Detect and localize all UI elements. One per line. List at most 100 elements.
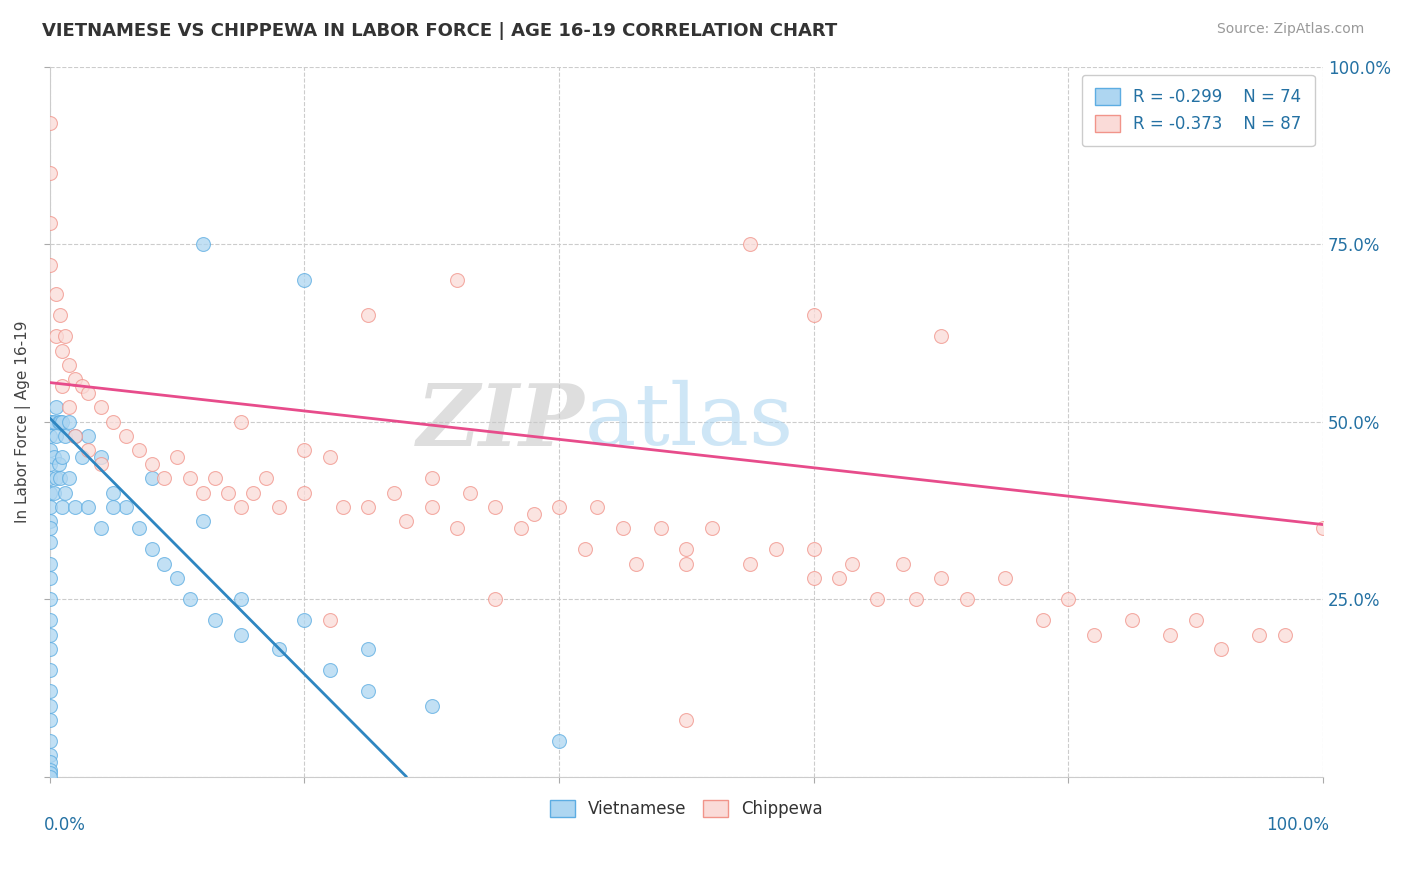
Y-axis label: In Labor Force | Age 16-19: In Labor Force | Age 16-19 (15, 320, 31, 523)
Point (63, 429, 86, 443)
Point (675, 542, 697, 557)
Text: ZIP: ZIP (416, 380, 585, 463)
Point (38, 500, 60, 514)
Point (128, 521, 150, 535)
Point (357, 684, 380, 698)
Point (1032, 614, 1054, 628)
Point (141, 457, 163, 471)
Point (45, 429, 67, 443)
Point (484, 500, 506, 514)
Point (955, 592, 977, 607)
Point (803, 571, 825, 585)
Point (45, 401, 67, 415)
Point (38, 116, 60, 130)
Point (70, 450, 93, 464)
Point (51, 415, 73, 429)
Point (38, 641, 60, 656)
Point (740, 557, 762, 571)
Point (675, 713, 697, 727)
Point (166, 571, 188, 585)
Point (141, 471, 163, 485)
Point (420, 698, 443, 713)
Point (267, 641, 290, 656)
Point (38, 429, 60, 443)
Point (229, 500, 252, 514)
Point (90, 450, 112, 464)
Point (90, 457, 112, 471)
Point (1312, 521, 1334, 535)
Point (115, 500, 138, 514)
Point (58, 358, 80, 372)
Point (38, 521, 60, 535)
Point (1083, 627, 1105, 641)
Point (357, 500, 380, 514)
Text: 0.0%: 0.0% (44, 815, 86, 834)
Point (141, 542, 163, 557)
Point (803, 308, 825, 322)
Point (38, 471, 60, 485)
Text: Source: ZipAtlas.com: Source: ZipAtlas.com (1216, 22, 1364, 37)
Point (204, 471, 226, 485)
Point (77, 386, 100, 401)
Point (42, 450, 65, 464)
Point (1211, 641, 1233, 656)
Point (153, 471, 176, 485)
Point (49, 471, 72, 485)
Point (191, 514, 214, 528)
Point (77, 442, 100, 457)
Point (395, 514, 418, 528)
Point (53, 329, 76, 343)
Point (319, 663, 342, 677)
Point (612, 521, 634, 535)
Point (740, 237, 762, 252)
Point (38, 756, 60, 770)
Point (49, 308, 72, 322)
Point (294, 442, 316, 457)
Text: VIETNAMESE VS CHIPPEWA IN LABOR FORCE | AGE 16-19 CORRELATION CHART: VIETNAMESE VS CHIPPEWA IN LABOR FORCE | … (42, 22, 838, 40)
Point (191, 485, 214, 500)
Point (45, 471, 67, 485)
Point (48, 415, 70, 429)
Point (38, 166, 60, 180)
Point (929, 571, 952, 585)
Point (42, 485, 65, 500)
Point (446, 521, 468, 535)
Point (49, 415, 72, 429)
Point (103, 500, 125, 514)
Point (38, 663, 60, 677)
Point (38, 485, 60, 500)
Point (179, 592, 201, 607)
Point (229, 415, 252, 429)
Point (319, 614, 342, 628)
Point (48, 457, 70, 471)
Point (90, 401, 112, 415)
Point (586, 500, 609, 514)
Point (38, 684, 60, 698)
Point (38, 770, 60, 784)
Point (242, 485, 264, 500)
Point (51, 379, 73, 393)
Point (1121, 614, 1143, 628)
Point (38, 415, 60, 429)
Point (166, 450, 188, 464)
Point (38, 748, 60, 763)
Point (38, 713, 60, 727)
Point (38, 592, 60, 607)
Point (38, 557, 60, 571)
Point (38, 535, 60, 549)
Point (58, 415, 80, 429)
Point (38, 627, 60, 641)
Point (58, 471, 80, 485)
Point (675, 557, 697, 571)
Point (42, 415, 65, 429)
Point (1184, 614, 1206, 628)
Point (229, 592, 252, 607)
Point (38, 514, 60, 528)
Point (866, 592, 889, 607)
Point (217, 485, 239, 500)
Point (319, 450, 342, 464)
Point (828, 571, 851, 585)
Point (382, 485, 405, 500)
Point (103, 415, 125, 429)
Point (904, 592, 927, 607)
